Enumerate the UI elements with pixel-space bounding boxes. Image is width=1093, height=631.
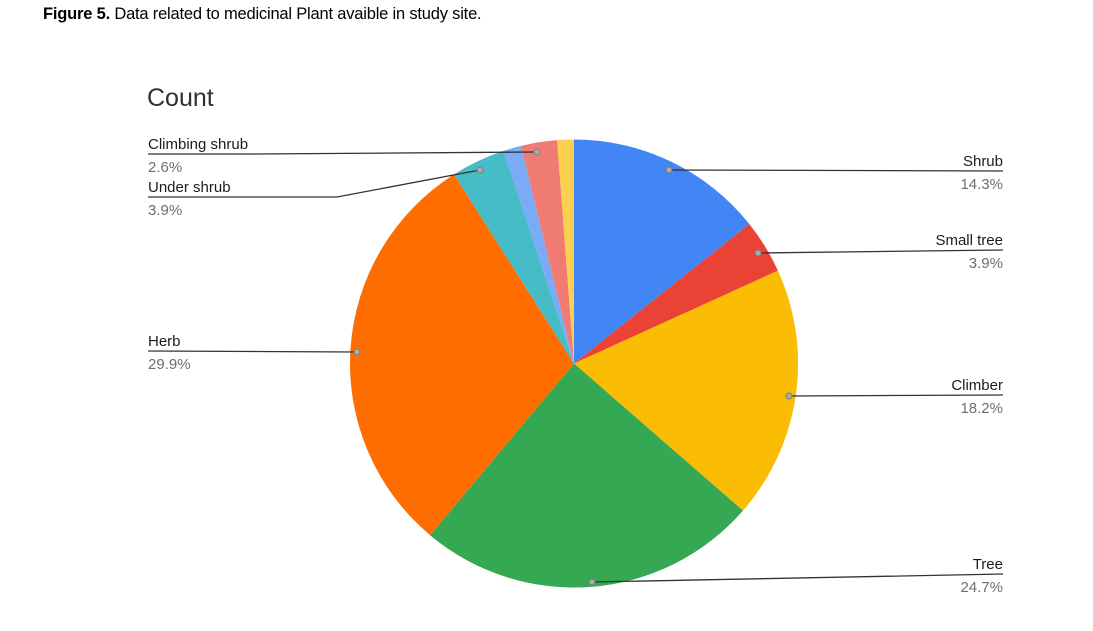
- callout-herb-percent: 29.9%: [148, 356, 191, 373]
- callout-shrub: Shrub 14.3%: [960, 153, 1003, 193]
- callout-shrub-label: Shrub: [962, 153, 1003, 170]
- leader-dot-tree: [588, 578, 596, 586]
- chart-title: Count: [147, 84, 214, 112]
- callout-herb: Herb 29.9%: [148, 333, 191, 373]
- pie-slice-under-shrub[interactable]: [454, 150, 574, 364]
- leader-line-under-shrub: [148, 169, 481, 198]
- pie-slice-herb[interactable]: [350, 174, 574, 536]
- pie-slice-unlabeled[interactable]: [557, 139, 574, 364]
- pie-slice-climber[interactable]: [574, 270, 799, 511]
- leader-dot-small-tree: [754, 249, 762, 257]
- callout-climber-percent: 18.2%: [960, 400, 1003, 417]
- callout-tree: Tree 24.7%: [960, 556, 1003, 596]
- leader-line-climbing-shrub: [148, 151, 538, 155]
- leader-line-tree: [591, 573, 1004, 583]
- callout-climber-label: Climber: [951, 377, 1003, 394]
- figure-caption: Figure 5. Data related to medicinal Plan…: [43, 5, 482, 24]
- callout-under-shrub-percent: 3.9%: [148, 202, 183, 219]
- callout-climbing-shrub-percent: 2.6%: [148, 159, 183, 176]
- leader-line-shrub: [668, 169, 1004, 172]
- leader-dot-herb: [353, 348, 361, 356]
- leader-lines: [147, 148, 1004, 586]
- pie-slice-shrub[interactable]: [574, 139, 750, 364]
- callout-climbing-shrub: Climbing shrub 2.6%: [148, 136, 248, 176]
- leader-line-climber: [788, 394, 1004, 397]
- pie-slice-tree[interactable]: [430, 363, 743, 588]
- callout-small-tree-percent: 3.9%: [968, 255, 1003, 272]
- callout-small-tree-label: Small tree: [935, 232, 1003, 249]
- pie-slice-unlabeled[interactable]: [503, 145, 574, 364]
- pie-slices: [350, 139, 799, 588]
- figure-caption-text: Data related to medicinal Plant avaible …: [109, 5, 482, 23]
- callout-climbing-shrub-label: Climbing shrub: [148, 136, 249, 153]
- callout-tree-percent: 24.7%: [960, 579, 1003, 596]
- pie-slice-small-tree[interactable]: [574, 224, 778, 364]
- callout-under-shrub-label: Under shrub: [148, 179, 231, 196]
- leader-dot-climbing-shrub: [533, 148, 541, 156]
- leader-line-herb: [147, 350, 358, 353]
- pie-slice-climbing-shrub[interactable]: [521, 140, 574, 364]
- leader-line-small-tree: [757, 249, 1004, 254]
- leader-dot-shrub: [665, 166, 673, 174]
- leader-dot-climber: [785, 392, 793, 400]
- leader-dot-under-shrub: [476, 166, 484, 174]
- callout-under-shrub: Under shrub 3.9%: [148, 179, 231, 219]
- callout-herb-label: Herb: [148, 333, 181, 350]
- callout-climber: Climber 18.2%: [951, 377, 1003, 417]
- callout-shrub-percent: 14.3%: [960, 176, 1003, 193]
- callout-small-tree: Small tree 3.9%: [935, 232, 1003, 272]
- figure-caption-label: Figure 5.: [43, 5, 110, 23]
- callout-tree-label: Tree: [972, 556, 1003, 573]
